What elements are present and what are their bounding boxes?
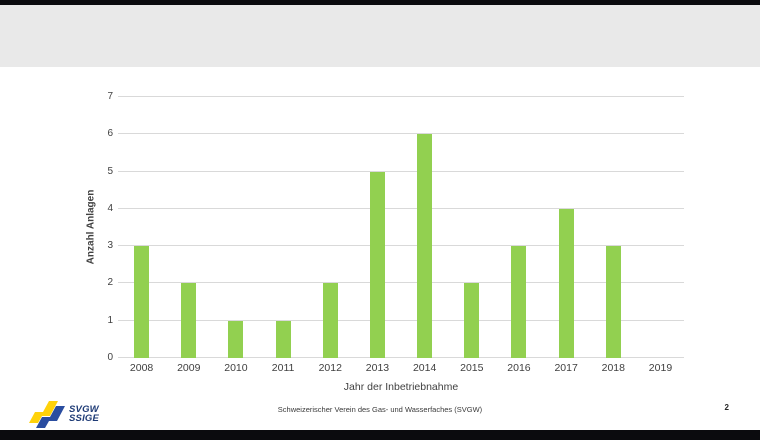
bar-slot-2013 [354, 97, 401, 358]
x-tick-label-2019: 2019 [648, 362, 673, 374]
logo-text: SVGW SSIGE [69, 403, 100, 424]
bars-row [118, 97, 684, 358]
bar-slot-2015 [448, 97, 495, 358]
y-tick-label-3: 3 [107, 240, 113, 252]
bar-slot-2019 [637, 97, 684, 358]
x-tick-label-2011: 2011 [271, 362, 295, 374]
logo-line1: SVGW [69, 403, 99, 415]
bar-2011 [275, 320, 291, 358]
y-tick-label-0: 0 [107, 352, 113, 363]
bar-slot-2016 [495, 97, 542, 358]
x-axis-title: Jahr der Inbetriebnahme [343, 381, 459, 393]
x-tick-label-2017: 2017 [554, 362, 578, 374]
bar-2018 [605, 246, 621, 358]
x-tick-label-2012: 2012 [318, 362, 342, 374]
page-number: 2 [724, 403, 729, 412]
top-accent-bar [0, 0, 760, 5]
x-tick-label-2010: 2010 [224, 362, 248, 374]
gridline-6 [118, 133, 684, 135]
x-tick-label-2009: 2009 [177, 362, 201, 374]
plot-area [118, 96, 684, 358]
bar-slot-2018 [590, 97, 637, 358]
x-tick-label-2018: 2018 [601, 362, 625, 374]
gridline-7 [118, 96, 684, 97]
bar-2017 [558, 208, 574, 358]
bar-2016 [511, 246, 527, 358]
bar-2008 [134, 246, 150, 358]
x-tick-label-2008: 2008 [129, 362, 154, 374]
y-tick-label-5: 5 [107, 165, 113, 177]
bar-slot-2017 [543, 97, 590, 358]
logo-blue-chevron [36, 406, 65, 428]
bar-slot-2010 [212, 97, 259, 358]
bar-slot-2008 [118, 97, 165, 358]
bar-2015 [464, 283, 480, 358]
bar-slot-2012 [307, 97, 354, 358]
x-tick-label-2014: 2014 [412, 362, 437, 374]
svgw-logo: SVGW SSIGE [28, 399, 99, 429]
bar-2014 [417, 134, 433, 358]
y-tick-label-6: 6 [107, 128, 113, 140]
bar-slot-2014 [401, 97, 448, 358]
y-tick-label-7: 7 [107, 91, 113, 102]
y-tick-label-1: 1 [107, 314, 113, 326]
gridline-4 [118, 207, 684, 209]
gridline-2 [118, 282, 684, 284]
x-tick-label-2013: 2013 [365, 362, 390, 374]
svgw-logo-mark [29, 401, 65, 428]
bar-2009 [181, 283, 197, 358]
bar-slot-2009 [165, 97, 212, 358]
y-tick-label-2: 2 [107, 277, 113, 289]
bar-slot-2011 [260, 97, 307, 358]
bar-2013 [369, 171, 385, 358]
x-tick-label-2015: 2015 [460, 362, 484, 374]
y-tick-label-4: 4 [107, 202, 113, 214]
logo-yellow-chevron [29, 401, 58, 423]
bottom-accent-bar [0, 430, 760, 440]
categories-row: 2008 2009 2010 2011 2012 2013 2014 2015 2016 2017… [118, 362, 684, 374]
x-tick-label-2016: 2016 [507, 362, 531, 374]
gridline-1 [118, 319, 684, 321]
bar-2012 [322, 283, 338, 358]
gridline-0 [118, 357, 684, 358]
gridline-3 [118, 245, 684, 247]
footer-text: Schweizerischer Verein des Gas- und Wass… [277, 405, 483, 414]
header-band [0, 5, 760, 67]
logo-line2: SSIGE [69, 413, 100, 424]
bar-2010 [228, 320, 244, 358]
gridline-5 [118, 170, 684, 172]
y-axis-labels: 0 1 2 3 4 5 6 7 [89, 91, 113, 363]
